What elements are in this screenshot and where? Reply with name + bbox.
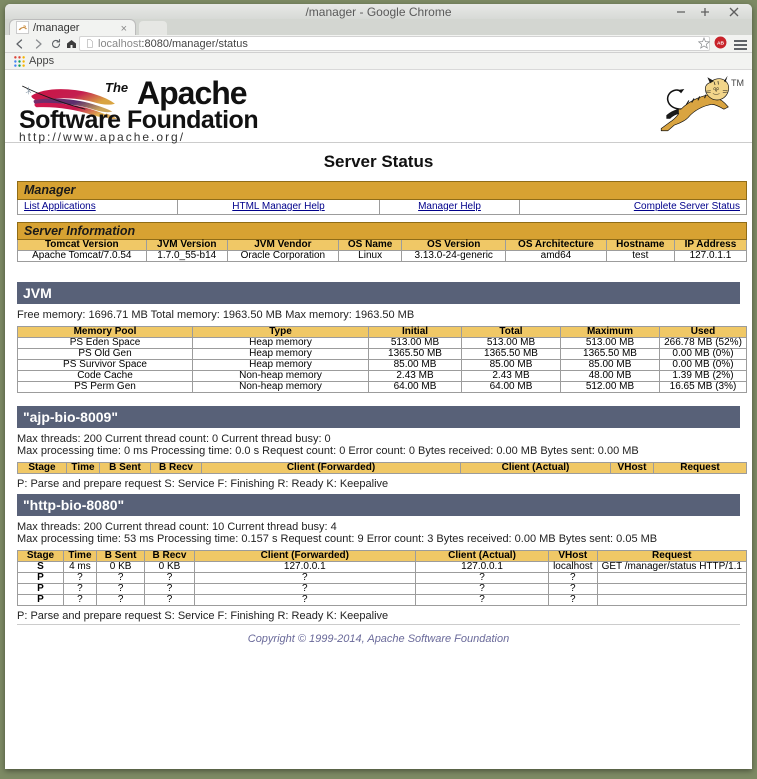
svg-text:AB: AB [717, 40, 725, 46]
